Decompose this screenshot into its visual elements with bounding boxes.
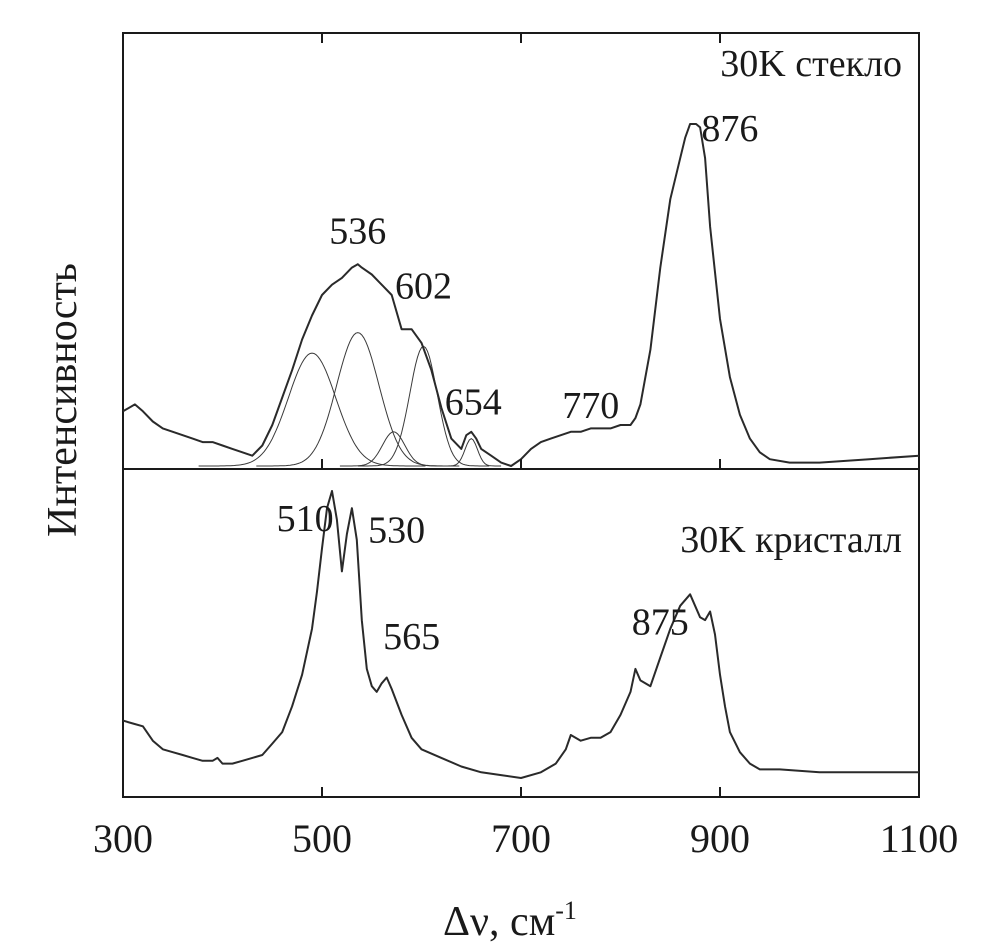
x-axis-tick-labels: 300 500 700 900 1100 <box>93 816 958 861</box>
x-tick-label: 500 <box>292 816 352 861</box>
crystal-panel-title: 30K кристалл <box>680 519 902 561</box>
plot-frame <box>122 32 920 798</box>
x-axis-ticks <box>122 33 920 797</box>
peak-label-876: 876 <box>701 108 758 150</box>
peak-label-536: 536 <box>329 211 386 253</box>
gaussian-component-3 <box>339 431 448 467</box>
x-tick-label: 300 <box>93 816 153 861</box>
peak-label-654: 654 <box>445 382 502 424</box>
x-tick-label: 700 <box>491 816 551 861</box>
x-axis-title-base: Δν, см <box>443 899 555 945</box>
x-tick-label: 1100 <box>880 816 959 861</box>
peak-label-530: 530 <box>368 510 425 552</box>
crystal-spectrum-line <box>122 490 919 779</box>
peak-label-875: 875 <box>632 602 689 644</box>
gaussian-component-1 <box>198 352 426 467</box>
peak-label-510: 510 <box>277 498 334 540</box>
peak-label-602: 602 <box>395 265 452 307</box>
x-tick-label: 900 <box>690 816 750 861</box>
gaussian-component-2 <box>256 332 460 467</box>
x-axis-title: Δν, см-1 <box>443 896 577 945</box>
glass-panel-title: 30K стекло <box>720 43 902 85</box>
y-axis-title: Интенсивность <box>40 263 86 537</box>
gaussian-component-5 <box>441 437 502 467</box>
peak-label-770: 770 <box>562 385 619 427</box>
glass-spectrum-line <box>122 123 920 467</box>
peak-label-565: 565 <box>383 616 440 658</box>
x-axis-title-superscript: -1 <box>555 896 577 925</box>
